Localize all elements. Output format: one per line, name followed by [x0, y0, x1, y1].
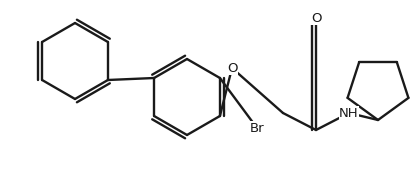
Text: NH: NH: [339, 106, 359, 120]
Text: O: O: [227, 62, 237, 74]
Text: O: O: [311, 12, 321, 24]
Text: Br: Br: [250, 122, 264, 134]
